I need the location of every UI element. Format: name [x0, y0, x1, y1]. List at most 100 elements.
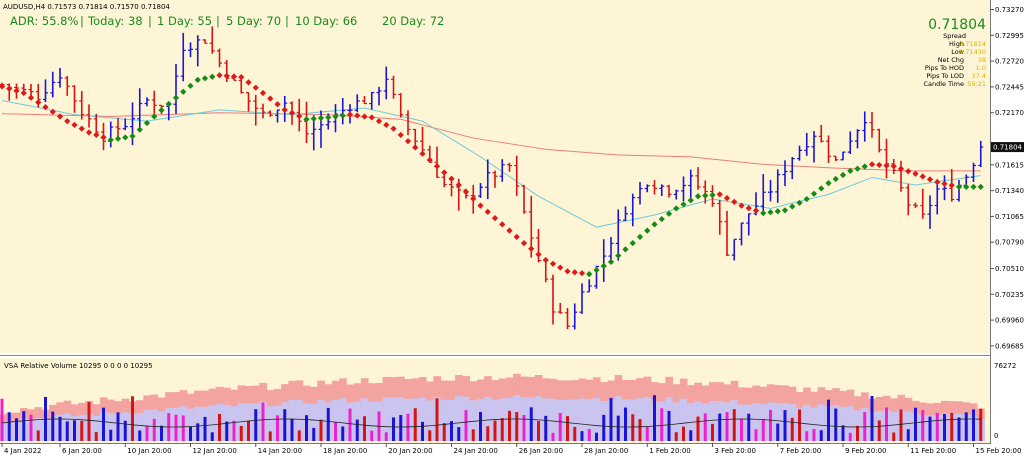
ohlc-bar [652, 180, 657, 195]
trend-ma-dot [165, 100, 172, 108]
volume-panel-title: VSA Relative Volume 10295 0 0 0 0 10295 [4, 362, 153, 370]
volume-bar [181, 415, 185, 441]
ohlc-bar [579, 283, 585, 314]
volume-bar [660, 408, 664, 441]
trend-ma-dot [252, 84, 259, 91]
volume-bar [885, 407, 888, 441]
adr-stat: ADR: 55.8% [10, 14, 78, 28]
trend-ma-dot [158, 107, 165, 114]
ohlc-bar [623, 206, 628, 221]
trend-ma-dot [56, 113, 64, 120]
ohlc-bar [847, 131, 853, 155]
trend-ma-dot [890, 163, 897, 170]
volume-bar [319, 419, 323, 441]
volume-bar [123, 420, 127, 441]
trend-ma-dot [557, 264, 564, 271]
trend-ma-dot [752, 207, 760, 214]
volume-bar [602, 414, 606, 441]
volume-bar [740, 418, 743, 441]
trend-ma-dot [85, 129, 93, 136]
volume-band-mid [774, 402, 782, 441]
volume-band-mid [34, 417, 43, 441]
trend-ma-dot [397, 131, 404, 139]
volume-bar [160, 425, 163, 441]
volume-bar [870, 395, 874, 441]
ohlc-bar [826, 135, 831, 163]
volume-bar [254, 409, 258, 441]
volume-bar [769, 409, 772, 441]
info-panel: 0.71804 Spread High 0.71814 Low 0.71430 … [923, 17, 986, 88]
volume-bar [682, 426, 685, 441]
volume-bar [529, 407, 533, 441]
ohlc-bar [93, 113, 99, 134]
volume-band-mid [484, 396, 492, 441]
volume-band-mid [331, 400, 340, 441]
ohlc-bar [188, 42, 193, 58]
trend-ma-dot [607, 258, 615, 266]
volume-band-mid [846, 406, 855, 441]
ohlc-bar [354, 94, 360, 112]
volume-bar [232, 420, 236, 441]
volume-band-mid [92, 415, 101, 441]
ohlc-bar [833, 155, 839, 162]
volume-bar [834, 408, 838, 441]
ohlc-bar [217, 48, 222, 68]
volume-bar [537, 421, 540, 441]
trend-ma-dot [49, 108, 56, 115]
volume-band-mid [853, 410, 862, 441]
trend-ma-dot [209, 73, 216, 80]
volume-bar [218, 413, 221, 441]
trend-ma-dots [0, 72, 984, 278]
volume-bar [384, 432, 388, 441]
volume-bar [210, 432, 214, 441]
ohlc-bar [615, 209, 621, 261]
trend-ma-dot [368, 114, 375, 121]
ohlc-bar [28, 84, 34, 97]
price-tick-label: 0.70790 [995, 239, 1024, 247]
volume-band-mid [803, 404, 811, 441]
trend-ma-dot [549, 260, 557, 267]
current-price-label: 0.71804 [993, 144, 1022, 152]
ohlc-bar [507, 162, 512, 172]
trend-ma-dot [977, 183, 984, 190]
volume-bar [718, 413, 722, 441]
trend-ma-dot [636, 233, 644, 240]
volume-bar [747, 413, 751, 441]
volume-bar [566, 416, 569, 441]
ohlc-bar [876, 128, 882, 153]
trend-ma-dot [462, 188, 470, 195]
ohlc-bar [64, 76, 70, 96]
trend-ma-dot [919, 173, 926, 180]
trend-ma-dot [926, 176, 934, 183]
trend-ma-dot [216, 72, 223, 79]
trend-ma-dot [883, 162, 890, 169]
trend-ma-dot [433, 163, 441, 170]
current-price-marker [991, 142, 1024, 153]
trend-ma-dot [738, 202, 745, 209]
volume-bar [239, 425, 243, 441]
trend-ma-dot [934, 179, 941, 186]
trend-ma-dot [680, 201, 687, 208]
trend-ma-dot [470, 195, 477, 202]
day20-stat: 20 Day: 72 [382, 14, 444, 28]
trend-ma-dot [238, 73, 245, 81]
volume-bar [312, 427, 316, 441]
net-change-value: 38 [978, 56, 986, 64]
time-tick-label: 7 Feb 20:00 [780, 447, 821, 455]
day1-stat: 1 Day: 55 [157, 14, 212, 28]
trend-ma-dot [419, 150, 426, 157]
volume-bar [116, 412, 120, 441]
volume-bar [776, 423, 780, 441]
volume-bar [392, 417, 395, 441]
trend-ma-dot [781, 207, 789, 214]
volume-bar [805, 431, 809, 441]
volume-bar [943, 414, 946, 441]
trend-ma-dot [27, 94, 35, 101]
volume-bar [856, 425, 859, 441]
trend-ma-dot [709, 191, 716, 199]
day10-stat: 10 Day: 66 [295, 14, 357, 28]
ohlc-bar [557, 302, 563, 314]
volume-band-mid [310, 404, 318, 441]
trend-ma-dot [71, 121, 78, 129]
